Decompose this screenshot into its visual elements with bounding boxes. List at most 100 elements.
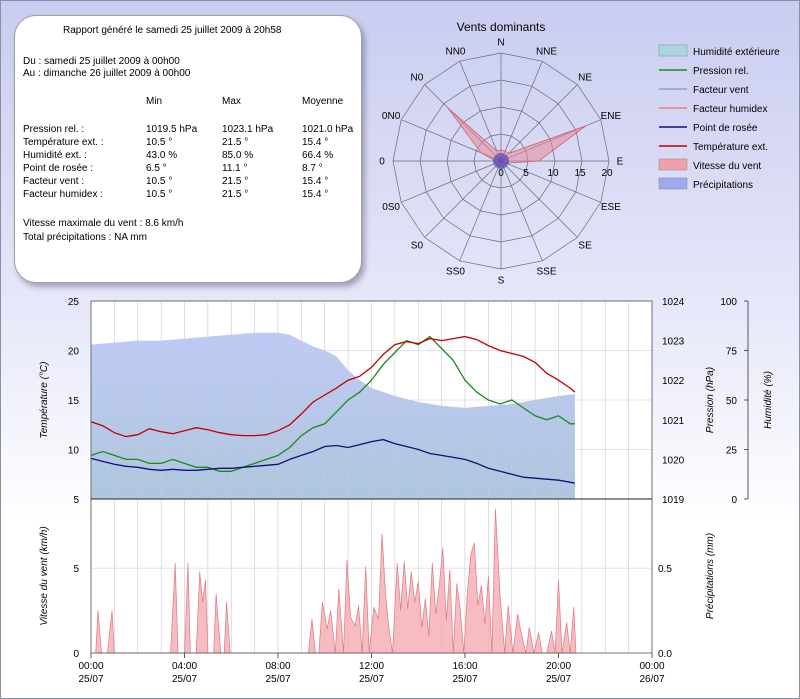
humidity-tick-label: 100: [720, 297, 737, 308]
radar-direction-label: NN0: [445, 47, 465, 58]
radar-direction-label: ESE: [601, 202, 621, 213]
radar-calm-center: [493, 153, 509, 169]
row-min: 43.0 %: [146, 150, 178, 161]
radar-spoke: [459, 61, 502, 162]
pressure-tick-label: 1024: [662, 297, 685, 308]
row-max: 21.5 °: [222, 176, 249, 187]
row-min: 1019.5 hPa: [146, 124, 198, 135]
x-tick-label: 20:00: [546, 661, 571, 672]
row-max: 85.0 %: [222, 150, 254, 161]
humidity-tick-label: 0: [731, 495, 737, 506]
radar-tick-label: 20: [601, 168, 613, 179]
header-max: Max: [222, 96, 241, 107]
radar-tick-label: 15: [574, 168, 586, 179]
radar-direction-label: 0S0: [382, 202, 400, 213]
wind-axis-label: Vitesse du vent (km/h): [39, 526, 50, 625]
humidity-tick-label: 50: [726, 396, 738, 407]
legend-label: Facteur vent: [693, 85, 749, 96]
row-max: 1023.1 hPa: [222, 124, 274, 135]
row-avg: 1021.0 hPa: [302, 124, 354, 135]
radar-direction-label: NE: [578, 72, 592, 83]
total-rain: Total précipitations : NA mm: [23, 232, 147, 243]
precip-tick-label: 0.5: [658, 564, 672, 575]
radar-spoke: [459, 160, 502, 261]
legend-swatch: [658, 177, 688, 190]
legend-swatch: [658, 44, 688, 57]
wind-rose-chart: Vents dominants N NNE NE ENE E ESE SE SSE S SS0 S0 0…: [379, 20, 624, 287]
pressure-tick-label: 1020: [662, 455, 685, 466]
wind-tick-label: 5: [73, 564, 79, 575]
humidity-tick-label: 75: [726, 347, 738, 358]
legend-label: Pression rel.: [693, 66, 749, 77]
radar-spoke: [500, 84, 578, 162]
report-title: Rapport généré le samedi 25 juillet 2009…: [63, 25, 282, 36]
radar-tick-label: 5: [523, 168, 529, 179]
x-tick-label: 25/07: [359, 674, 384, 685]
row-min: 10.5 °: [146, 137, 173, 148]
radar-direction-label: N: [497, 38, 504, 49]
series-line: [90, 335, 575, 472]
radar-wind-area: [447, 107, 587, 167]
row-avg: 15.4 °: [302, 176, 329, 187]
row-min: 6.5 °: [146, 163, 167, 174]
radar-spoke: [500, 160, 601, 203]
radar-tick-label: 0: [498, 168, 504, 179]
pressure-axis-label: Pression (hPa): [705, 367, 716, 433]
row-label: Facteur vent :: [23, 176, 85, 187]
temp-tick-label: 15: [68, 396, 80, 407]
report-to: Au : dimanche 26 juillet 2009 à 00h00: [23, 68, 191, 79]
series-line: [90, 335, 576, 438]
row-max: 21.5 °: [222, 137, 249, 148]
legend-label: Humidité extérieure: [693, 47, 780, 58]
radar-spoke: [500, 160, 543, 261]
row-avg: 66.4 %: [302, 150, 334, 161]
radar-spoke: [500, 160, 578, 238]
legend-label: Point de rosée: [693, 123, 758, 134]
legend-label: Facteur humidex: [693, 104, 767, 115]
x-tick-label: 25/07: [78, 674, 103, 685]
precip-tick-label: 0.0: [658, 649, 672, 660]
wind-tick-label: 0: [73, 649, 79, 660]
radar-direction-label: E: [617, 157, 624, 168]
series-line: [90, 438, 576, 484]
x-tick-label: 25/07: [546, 674, 571, 685]
radar-spoke: [401, 160, 502, 203]
row-min: 10.5 °: [146, 189, 173, 200]
radar-direction-label: SSE: [536, 266, 556, 277]
chart-legend: Humidité extérieure Pression rel. Facteur …: [658, 44, 780, 191]
row-max: 21.5 °: [222, 189, 249, 200]
row-avg: 8.7 °: [302, 163, 323, 174]
legend-label: Température ext.: [693, 142, 768, 153]
pressure-tick-label: 1019: [662, 495, 685, 506]
radar-direction-label: ENE: [601, 111, 622, 122]
radar-title: Vents dominants: [457, 20, 546, 34]
temp-tick-label: 25: [68, 297, 80, 308]
report-from: Du : samedi 25 juillet 2009 à 00h00: [23, 56, 180, 67]
radar-spoke: [424, 160, 502, 238]
temp-axis-label: Température (°C): [39, 362, 50, 439]
row-label: Pression rel. :: [23, 124, 85, 135]
humidity-axis-label: Humidité (%): [763, 371, 774, 429]
humidity-tick-label: 25: [726, 446, 738, 457]
max-wind: Vitesse maximale du vent : 8.6 km/h: [23, 218, 184, 229]
row-avg: 15.4 °: [302, 137, 329, 148]
row-label: Humidité ext. :: [23, 150, 87, 161]
radar-direction-label: NNE: [536, 47, 557, 58]
x-tick-label: 08:00: [265, 661, 290, 672]
temp-tick-label: 10: [68, 446, 80, 457]
row-min: 10.5 °: [146, 176, 173, 187]
x-tick-label: 26/07: [639, 674, 664, 685]
radar-direction-label: SS0: [446, 266, 465, 277]
legend-label: Précipitations: [693, 180, 753, 191]
x-tick-label: 00:00: [78, 661, 103, 672]
x-tick-label: 25/07: [452, 674, 477, 685]
radar-direction-label: SE: [578, 241, 592, 252]
pressure-tick-label: 1022: [662, 376, 685, 387]
radar-direction-label: S: [498, 276, 505, 287]
x-tick-label: 25/07: [172, 674, 197, 685]
x-tick-label: 25/07: [265, 674, 290, 685]
header-min: Min: [146, 96, 163, 107]
x-tick-label: 00:00: [639, 661, 664, 672]
radar-direction-label: 0: [379, 157, 385, 168]
